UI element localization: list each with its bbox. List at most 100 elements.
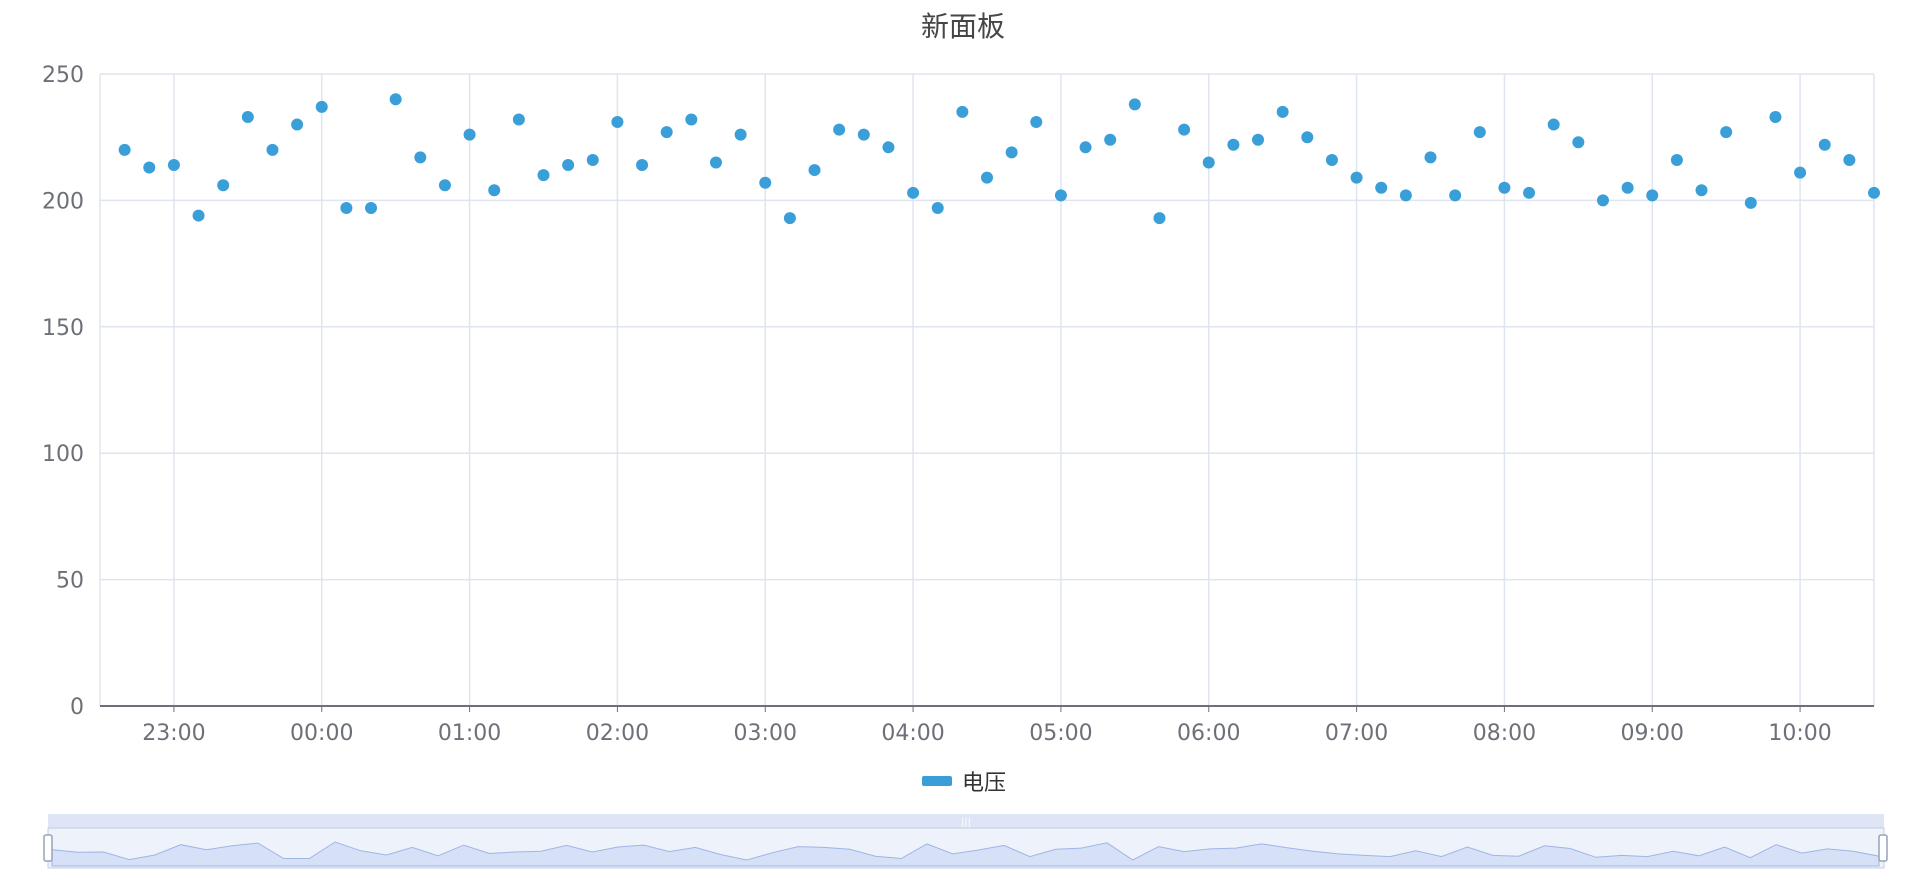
slider-handle-left[interactable] (43, 834, 53, 862)
slider-top-bar[interactable] (48, 814, 1884, 828)
data-point[interactable] (1572, 136, 1585, 149)
data-point[interactable] (981, 171, 993, 184)
data-point[interactable] (1128, 98, 1141, 111)
x-tick-label: 00:00 (290, 721, 353, 746)
x-tick-label: 10:00 (1768, 721, 1831, 746)
data-point[interactable] (1178, 123, 1191, 136)
data-points[interactable] (118, 93, 1880, 225)
data-point[interactable] (709, 156, 722, 169)
data-point[interactable] (1399, 189, 1412, 202)
x-tick-label: 07:00 (1325, 721, 1388, 746)
data-point[interactable] (685, 113, 698, 126)
legend-swatch (922, 776, 952, 786)
data-point[interactable] (833, 123, 846, 136)
slider-handle-right[interactable] (1878, 834, 1888, 862)
x-tick-label: 02:00 (586, 721, 649, 746)
data-point[interactable] (1375, 181, 1388, 194)
data-point[interactable] (1202, 156, 1215, 169)
data-point[interactable] (438, 179, 451, 192)
data-point[interactable] (1547, 118, 1560, 131)
data-point[interactable] (315, 100, 328, 113)
data-point[interactable] (636, 159, 649, 172)
data-point[interactable] (734, 128, 747, 141)
data-point[interactable] (389, 93, 402, 106)
x-tick-label: 23:00 (142, 721, 205, 746)
data-point[interactable] (907, 186, 920, 199)
data-point[interactable] (340, 201, 353, 214)
data-point[interactable] (118, 143, 131, 156)
data-point[interactable] (1153, 212, 1166, 225)
data-point[interactable] (266, 143, 279, 156)
data-point[interactable] (562, 159, 575, 172)
x-tick-label: 04:00 (881, 721, 944, 746)
data-zoom-slider[interactable]: ||| (43, 814, 1888, 869)
grid-lines (99, 73, 1875, 706)
data-point[interactable] (1104, 133, 1117, 146)
data-point[interactable] (931, 201, 944, 214)
slider-grip-icon[interactable]: ||| (961, 817, 971, 828)
data-point[interactable] (1325, 153, 1338, 166)
data-point[interactable] (365, 201, 378, 214)
data-point[interactable] (488, 184, 501, 197)
data-point[interactable] (759, 176, 772, 189)
data-point[interactable] (241, 110, 254, 123)
data-point[interactable] (167, 159, 180, 172)
data-point[interactable] (882, 141, 895, 154)
data-point[interactable] (463, 128, 476, 141)
data-point[interactable] (1079, 141, 1092, 154)
x-tick-label: 03:00 (734, 721, 797, 746)
data-point[interactable] (217, 179, 230, 192)
y-tick-label: 150 (42, 316, 84, 341)
data-point[interactable] (1744, 196, 1757, 209)
data-point[interactable] (414, 151, 427, 164)
data-point[interactable] (1054, 189, 1067, 202)
chart-title: 新面板 (921, 10, 1005, 43)
data-point[interactable] (512, 113, 525, 126)
data-point[interactable] (808, 164, 821, 177)
data-point[interactable] (1424, 151, 1437, 164)
data-point[interactable] (1301, 131, 1314, 144)
data-point[interactable] (586, 153, 599, 166)
data-point[interactable] (1005, 146, 1018, 159)
legend[interactable]: 电压 (922, 771, 1006, 796)
data-point[interactable] (1596, 194, 1609, 207)
data-point[interactable] (1621, 181, 1634, 194)
data-point[interactable] (956, 105, 969, 118)
y-tick-label: 200 (42, 189, 84, 214)
data-point[interactable] (537, 169, 550, 182)
data-point[interactable] (857, 128, 870, 141)
data-point[interactable] (1227, 138, 1240, 151)
data-point[interactable] (660, 126, 673, 139)
data-point[interactable] (1030, 116, 1043, 129)
data-point[interactable] (1523, 186, 1536, 199)
y-tick-label: 100 (42, 442, 84, 467)
slider-preview-area (51, 841, 1880, 867)
data-point[interactable] (1252, 133, 1265, 146)
data-point[interactable] (1646, 189, 1659, 202)
data-point[interactable] (611, 116, 624, 129)
data-point[interactable] (143, 161, 156, 174)
data-point[interactable] (291, 118, 304, 131)
data-point[interactable] (1794, 166, 1807, 179)
data-point[interactable] (1695, 184, 1708, 197)
x-tick-label: 08:00 (1473, 721, 1536, 746)
data-point[interactable] (1720, 126, 1733, 139)
data-point[interactable] (192, 209, 205, 222)
data-point[interactable] (1473, 126, 1486, 139)
x-tick-label: 01:00 (438, 721, 501, 746)
data-point[interactable] (1350, 171, 1363, 184)
data-point[interactable] (1843, 153, 1856, 166)
data-point[interactable] (1449, 189, 1462, 202)
data-point[interactable] (1818, 138, 1831, 151)
y-tick-label: 50 (56, 569, 84, 594)
x-tick-label: 09:00 (1621, 721, 1684, 746)
data-point[interactable] (1769, 110, 1782, 123)
data-point[interactable] (1498, 181, 1511, 194)
y-tick-label: 250 (42, 63, 84, 88)
axes: 0 50 100 150 200 250 23:00 00:00 01:00 02:00 03:00… (42, 63, 1874, 746)
data-point[interactable] (1670, 153, 1683, 166)
data-point[interactable] (1868, 186, 1880, 199)
data-point[interactable] (783, 212, 796, 225)
data-point[interactable] (1276, 105, 1289, 118)
